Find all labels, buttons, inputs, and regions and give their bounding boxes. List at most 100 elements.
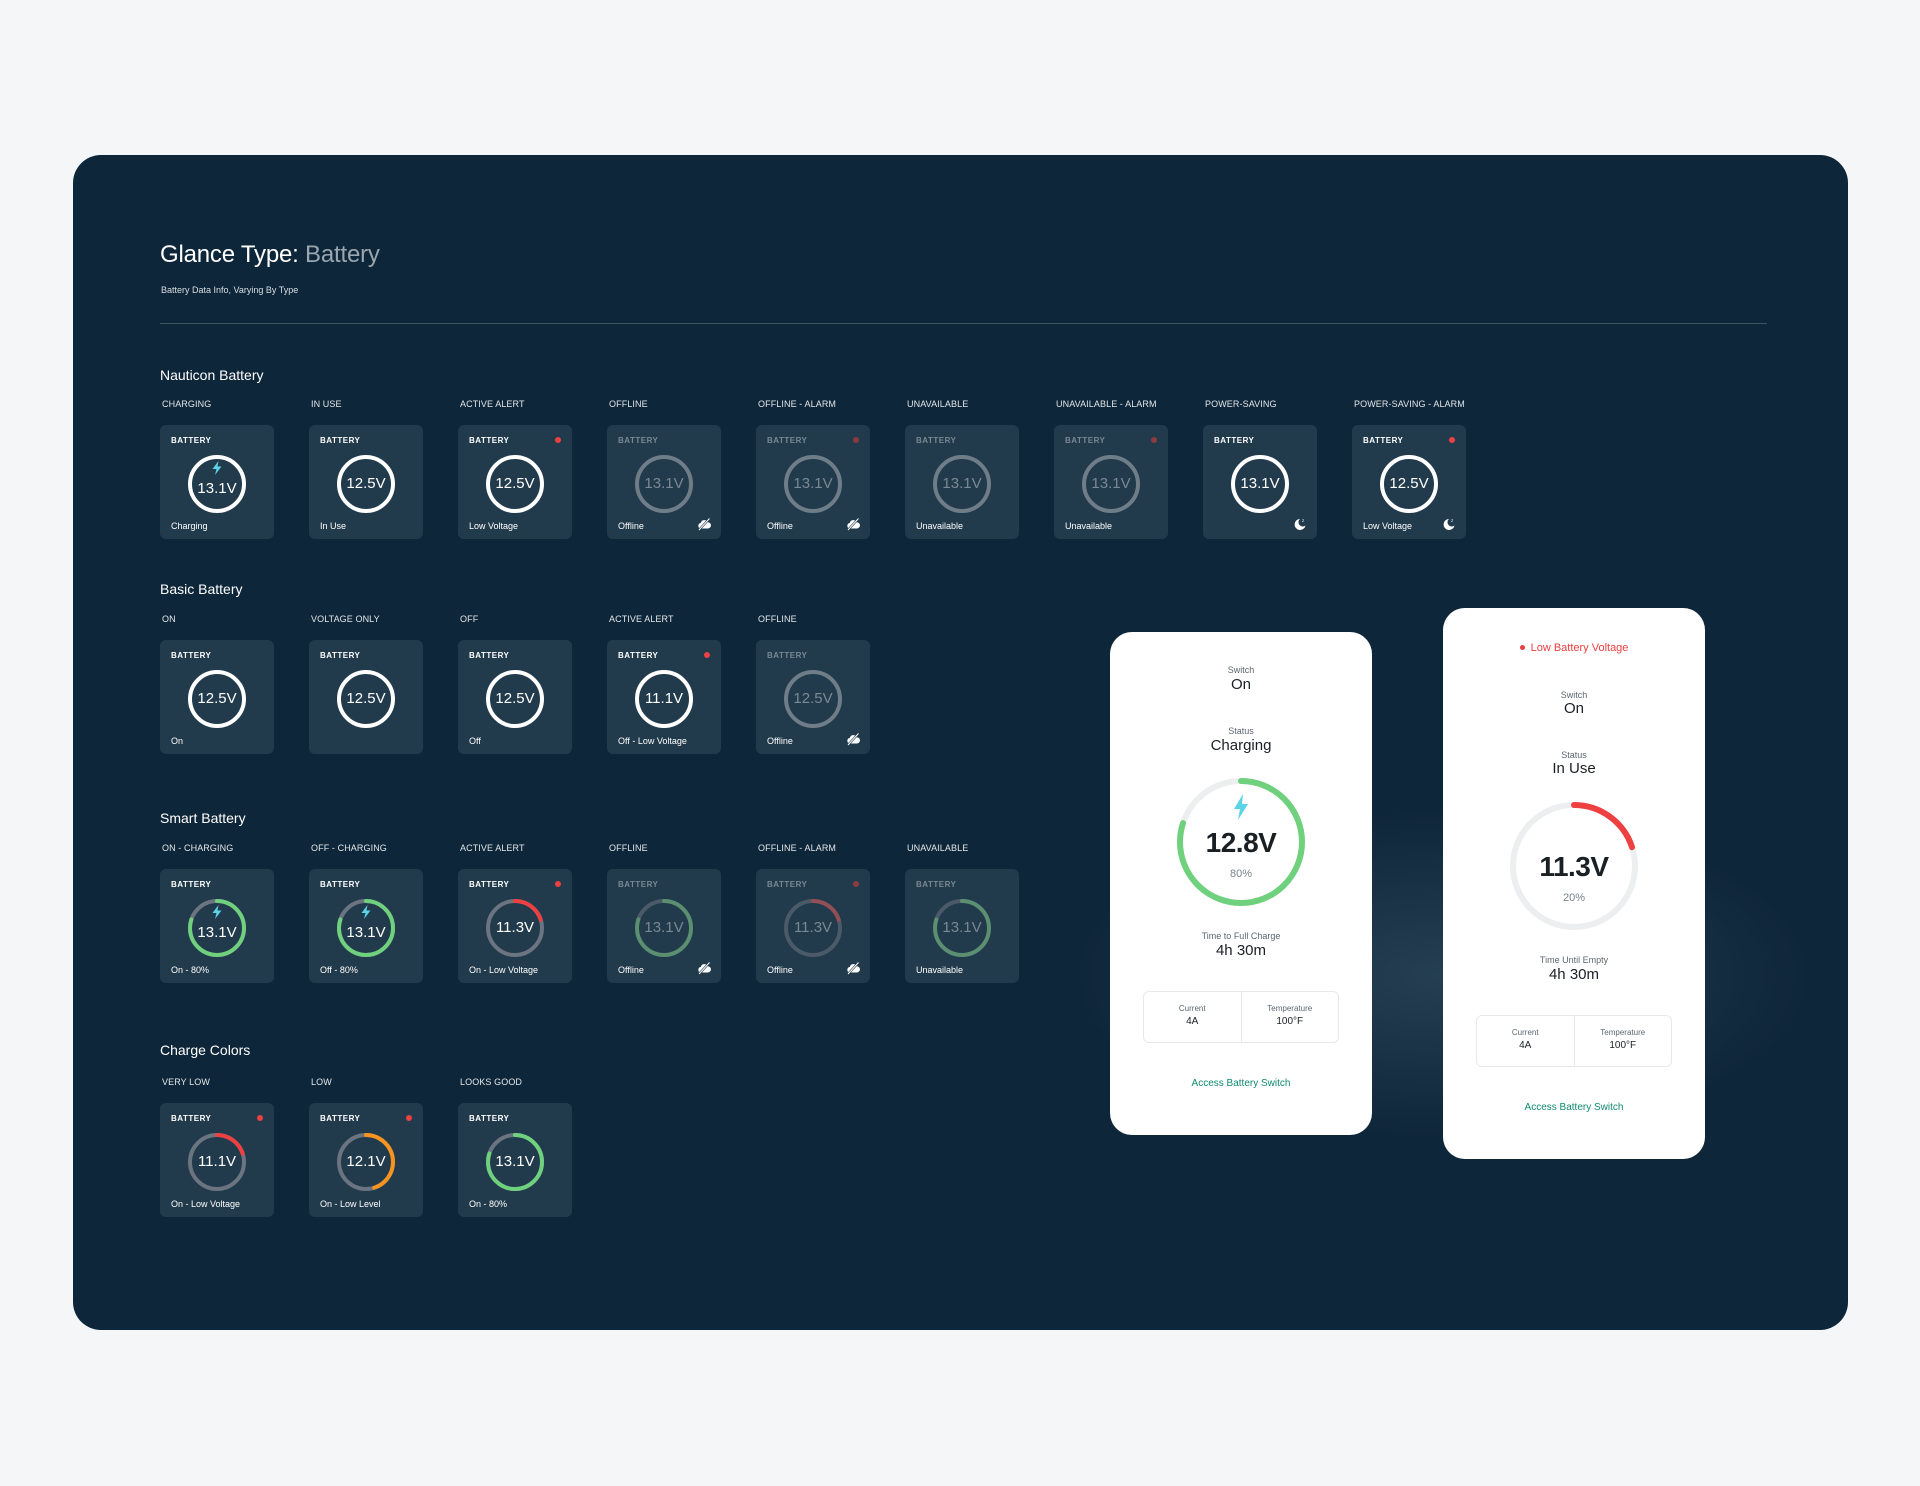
state-label: POWER-SAVING — [1205, 399, 1277, 409]
state-label: UNAVAILABLE - ALARM — [1056, 399, 1157, 409]
tile-value: 13.1V — [1091, 475, 1131, 492]
temperature-label: Temperature — [1267, 1004, 1313, 1013]
tile-footer: Off - 80% — [320, 965, 358, 975]
battery-tile[interactable]: BATTERY 13.1V Unavailable — [905, 869, 1019, 983]
tile-gauge — [784, 455, 842, 513]
battery-tile[interactable]: BATTERY 13.1V Unavailable — [905, 425, 1019, 539]
battery-tile[interactable]: BATTERY 13.1V Offline — [607, 869, 721, 983]
tile-footer: Low Voltage — [1363, 521, 1413, 531]
alert-dot — [406, 1115, 412, 1121]
tile-header: BATTERY — [171, 436, 212, 445]
tile-header: BATTERY — [618, 880, 659, 889]
tile-footer: Offline — [767, 521, 793, 531]
tile-footer: Unavailable — [916, 965, 964, 975]
alert-dot — [555, 437, 561, 443]
tile-footer: Offline — [767, 965, 793, 975]
tile-gauge — [337, 670, 395, 728]
tile-gauge — [188, 670, 246, 728]
battery-tile[interactable]: BATTERY 13.1V Unavailable — [1054, 425, 1168, 539]
bolt-icon — [212, 905, 222, 919]
current-value: 4A — [1519, 1040, 1532, 1051]
tile-gauge — [188, 455, 246, 513]
tile-value: 13.1V — [495, 1153, 535, 1170]
tile-header: BATTERY — [767, 880, 808, 889]
battery-tile[interactable]: BATTERY 12.5V Low Voltage — [458, 425, 572, 539]
tile-gauge — [188, 1133, 246, 1191]
tile-footer: Offline — [767, 736, 793, 746]
tile-header: BATTERY — [469, 436, 510, 445]
battery-tile[interactable]: BATTERY 12.5V Off — [458, 640, 572, 754]
tile-value: 13.1V — [197, 480, 237, 497]
switch-value: On — [1563, 700, 1584, 717]
tile-value: 11.1V — [644, 690, 684, 707]
tile-gauge — [933, 899, 991, 957]
access-battery-switch-link[interactable]: Access Battery Switch — [1191, 1078, 1291, 1089]
battery-tile[interactable]: BATTERY 13.1V z — [1203, 425, 1317, 539]
info-box: Current 4A Temperature 100°F — [1476, 1015, 1672, 1067]
tile-header: BATTERY — [320, 436, 361, 445]
tile-gauge — [337, 1133, 395, 1191]
tile-header: BATTERY — [1065, 436, 1106, 445]
charge-gauge — [1177, 778, 1305, 906]
tile-header: BATTERY — [767, 651, 808, 660]
battery-tile[interactable]: BATTERY 13.1V Offline — [607, 425, 721, 539]
temperature-label: Temperature — [1600, 1028, 1646, 1037]
current-label: Current — [1511, 1028, 1539, 1037]
tile-value: 13.1V — [644, 919, 684, 936]
section-title-nauticon: Nauticon Battery — [160, 367, 264, 383]
state-label: IN USE — [311, 399, 342, 409]
voltage-value: 11.3V — [1539, 851, 1609, 882]
battery-tile[interactable]: BATTERY 12.5V — [309, 640, 423, 754]
state-label: OFFLINE — [609, 399, 648, 409]
temperature-cell: Temperature 100°F — [1240, 992, 1339, 1042]
sleep-moon-icon: z — [1294, 518, 1306, 530]
temperature-cell: Temperature 100°F — [1573, 1016, 1672, 1066]
switch-value: On — [1230, 676, 1251, 693]
battery-tile[interactable]: BATTERY 12.5V Low Voltage z — [1352, 425, 1466, 539]
state-label: ON - CHARGING — [162, 843, 234, 853]
battery-tile[interactable]: BATTERY 12.5V On — [160, 640, 274, 754]
battery-tile[interactable]: BATTERY 11.1V Off - Low Voltage — [607, 640, 721, 754]
tile-value: 13.1V — [197, 924, 237, 941]
battery-tile[interactable]: BATTERY 13.1V Off - 80% — [309, 869, 423, 983]
tile-header: BATTERY — [469, 880, 510, 889]
tile-header: BATTERY — [916, 436, 957, 445]
battery-tile[interactable]: BATTERY 11.1V On - Low Voltage — [160, 1103, 274, 1217]
battery-tile[interactable]: BATTERY 11.3V On - Low Voltage — [458, 869, 572, 983]
state-label: LOW — [311, 1077, 332, 1087]
tile-gauge-fill — [337, 899, 395, 957]
tile-gauge-fill — [337, 1133, 395, 1191]
tile-gauge-fill — [188, 899, 246, 957]
tile-header: BATTERY — [618, 436, 659, 445]
cloud-off-icon — [847, 961, 860, 975]
time-value: 4h 30m — [1548, 966, 1600, 983]
state-label: CHARGING — [162, 399, 212, 409]
state-label: ACTIVE ALERT — [460, 843, 525, 853]
battery-tile[interactable]: BATTERY 13.1V On - 80% — [160, 869, 274, 983]
tile-header: BATTERY — [171, 651, 212, 660]
tile-footer: On — [171, 736, 184, 746]
battery-tile[interactable]: BATTERY 12.1V On - Low Level — [309, 1103, 423, 1217]
tile-header: BATTERY — [469, 1114, 510, 1123]
tile-gauge — [1231, 455, 1289, 513]
tile-value: 11.3V — [793, 919, 833, 936]
battery-tile[interactable]: BATTERY 12.5V In Use — [309, 425, 423, 539]
battery-tile[interactable]: BATTERY 11.3V Offline — [756, 869, 870, 983]
tile-value: 12.5V — [346, 690, 386, 707]
state-label: OFF — [460, 614, 479, 624]
gauge-fill — [1510, 802, 1638, 930]
battery-tile[interactable]: BATTERY 12.5V Offline — [756, 640, 870, 754]
battery-tile[interactable]: BATTERY 13.1V Offline — [756, 425, 870, 539]
access-battery-switch-link[interactable]: Access Battery Switch — [1524, 1102, 1624, 1113]
tile-gauge — [1082, 455, 1140, 513]
tile-footer: Charging — [171, 521, 208, 531]
tile-value: 13.1V — [793, 475, 833, 492]
status-value: In Use — [1552, 760, 1596, 777]
tile-footer: Low Voltage — [469, 521, 519, 531]
battery-tile[interactable]: BATTERY 13.1V On - 80% — [458, 1103, 572, 1217]
tile-header: BATTERY — [1363, 436, 1404, 445]
tile-header: BATTERY — [320, 1114, 361, 1123]
tile-footer: On - 80% — [469, 1199, 508, 1209]
state-label: LOOKS GOOD — [460, 1077, 523, 1087]
battery-tile[interactable]: BATTERY 13.1V Charging — [160, 425, 274, 539]
